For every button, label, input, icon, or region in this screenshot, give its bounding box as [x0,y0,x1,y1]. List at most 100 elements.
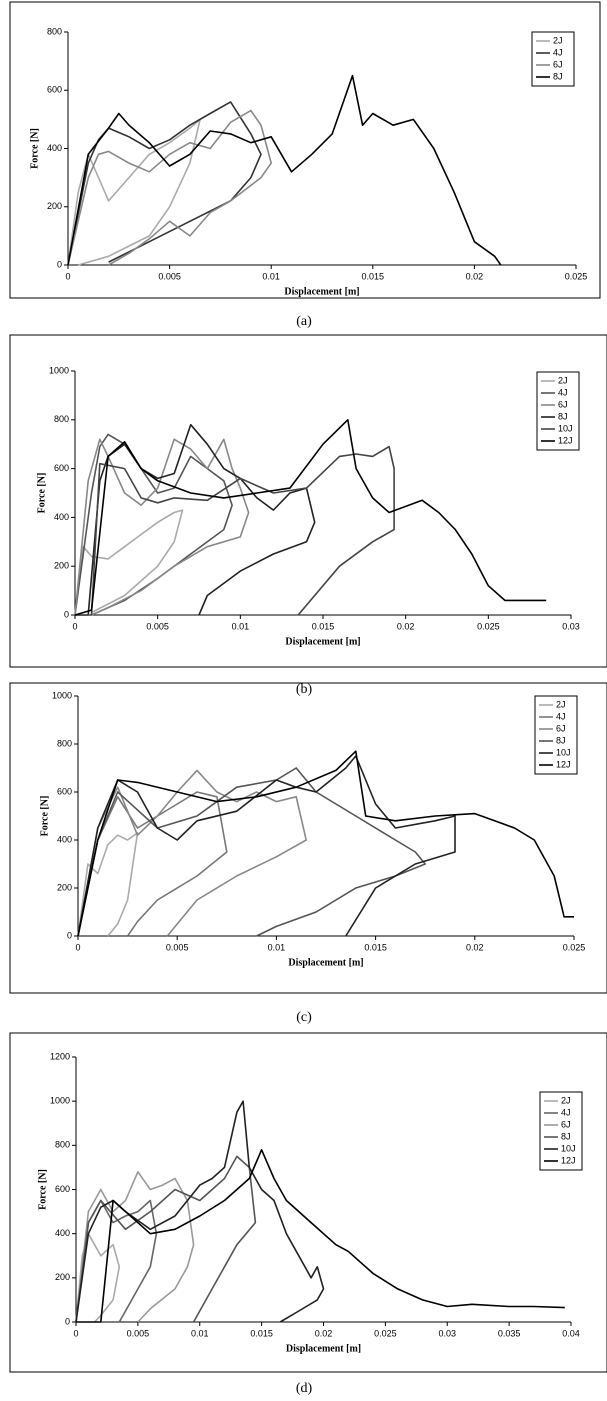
x-tick-label: 0 [72,621,77,631]
legend-label: 8J [556,735,566,745]
x-axis-title: Displacement [m] [288,957,363,968]
panel-frame [9,1,601,299]
caption: (c) [296,1010,312,1025]
x-tick-label: 0.01 [262,271,280,281]
x-tick-label: 0.03 [562,621,580,631]
x-tick-label: 0.025 [477,621,500,631]
legend-label: 2J [556,699,566,709]
x-tick-label: 0 [65,271,70,281]
x-tick-label: 0.025 [565,271,588,281]
legend-label: 8J [553,71,563,81]
x-axis-title: Displacement [m] [284,286,359,297]
data-line [75,1155,257,1323]
x-tick-label: 0 [73,1328,78,1338]
data-line [74,438,250,616]
y-tick-label: 800 [47,26,62,36]
y-tick-label: 1000 [50,1096,70,1106]
y-tick-label: 200 [55,1272,70,1282]
x-tick-label: 0.025 [374,1328,397,1338]
data-line [74,419,547,616]
y-tick-label: 400 [57,834,72,844]
legend-label: 10J [558,423,573,433]
legend-label: 4J [558,387,568,397]
x-tick-label: 0.005 [127,1328,150,1338]
legend-label: 10J [556,747,571,757]
legend-box [539,1091,583,1171]
x-tick-label: 0.02 [315,1328,333,1338]
x-tick-label: 0.01 [268,942,286,952]
data-line [77,832,139,937]
y-tick-label: 600 [47,85,62,95]
y-axis-title: Force [N] [37,1169,48,1210]
x-tick-label: 0 [75,942,80,952]
legend-label: 6J [556,723,566,733]
y-tick-label: 0 [64,609,69,619]
x-tick-label: 0.02 [466,271,484,281]
y-tick-label: 1000 [49,365,69,375]
legend-label: 12J [556,759,571,769]
legend-label: 8J [558,411,568,421]
data-line [67,109,272,266]
y-tick-label: 0 [57,259,62,269]
data-line [76,1149,565,1323]
x-tick-label: 0.005 [158,271,181,281]
x-tick-label: 0.02 [466,942,484,952]
legend-label: 6J [558,399,568,409]
data-line [67,118,201,266]
panel-frame [9,682,607,994]
x-tick-label: 0.035 [498,1328,521,1338]
panel-frame [9,1032,607,1373]
x-tick-label: 0.015 [362,271,385,281]
data-line [74,509,184,616]
y-tick-label: 0 [67,930,72,940]
legend-label: 6J [553,59,563,69]
x-tick-label: 0.01 [232,621,250,631]
x-tick-label: 0.03 [438,1328,456,1338]
y-tick-label: 200 [54,561,69,571]
caption: (b) [296,682,313,697]
legend-label: 4J [556,711,566,721]
y-axis-title: Force [N] [39,796,50,837]
caption: (d) [296,1381,313,1396]
x-tick-label: 0.015 [312,621,335,631]
legend-label: 12J [558,435,573,445]
data-line [77,791,228,937]
y-tick-label: 600 [55,1184,70,1194]
y-axis-title: Force [N] [29,128,40,169]
panel-frame [9,334,607,668]
legend-label: 2J [553,35,563,45]
x-tick-label: 0.015 [364,942,387,952]
y-axis-title: Force [N] [36,473,47,514]
legend-label: 8J [561,1131,571,1141]
data-line [77,750,574,937]
y-tick-label: 1000 [52,690,72,700]
y-tick-label: 600 [54,463,69,473]
y-tick-label: 200 [57,882,72,892]
caption: (a) [296,314,312,329]
data-line [77,769,307,937]
legend-box [534,695,578,775]
y-tick-label: 200 [47,201,62,211]
x-tick-label: 0.005 [146,621,169,631]
legend-label: 10J [561,1143,576,1153]
y-tick-label: 800 [57,738,72,748]
y-tick-label: 1200 [50,1051,70,1061]
x-axis-title: Displacement [m] [285,636,360,647]
legend-label: 2J [558,375,568,385]
data-line [77,755,456,937]
legend-label: 2J [561,1095,571,1105]
data-line [67,101,262,266]
data-line [75,1171,195,1323]
y-tick-label: 400 [55,1228,70,1238]
y-tick-label: 400 [47,143,62,153]
legend-label: 6J [561,1119,571,1129]
x-tick-label: 0.04 [562,1328,580,1338]
x-tick-label: 0.005 [166,942,189,952]
x-tick-label: 0.02 [397,621,415,631]
y-tick-label: 800 [55,1140,70,1150]
legend-box [536,371,580,451]
y-tick-label: 0 [65,1316,70,1326]
data-line [75,445,395,616]
y-tick-label: 600 [57,786,72,796]
